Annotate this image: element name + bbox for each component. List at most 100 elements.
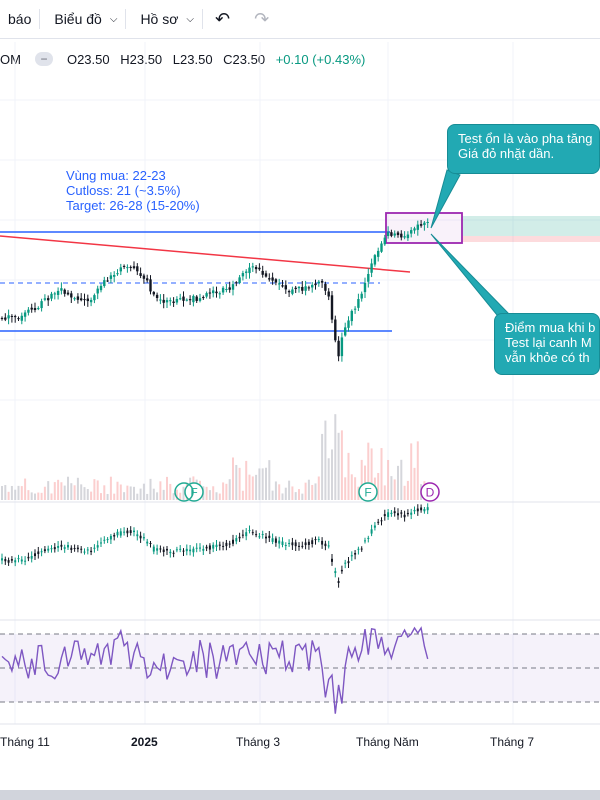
candle-body: [301, 286, 304, 291]
candle-body: [165, 300, 169, 303]
candle-body: [294, 287, 297, 290]
volume-bar: [413, 467, 416, 500]
chart-type-button[interactable]: Biểu đồ ⌵: [40, 0, 125, 38]
undo-icon[interactable]: ↶: [215, 8, 231, 29]
candle-body: [175, 298, 179, 303]
indicator-body: [199, 547, 201, 549]
volume-bar: [90, 491, 93, 500]
volume-bar: [281, 493, 284, 500]
candle-body: [317, 281, 320, 284]
candle-body: [195, 296, 198, 301]
volume-bar: [215, 492, 218, 500]
indicator-body: [109, 535, 112, 540]
alerts-button[interactable]: báo: [0, 0, 39, 38]
event-marker-ring: [174, 482, 194, 502]
volume-bar: [284, 487, 287, 500]
volume-bar: [136, 493, 139, 500]
candle-body: [225, 288, 228, 290]
candle-body: [383, 237, 386, 245]
candle-body: [400, 233, 403, 238]
indicator-body: [100, 542, 102, 544]
candle-body: [149, 279, 152, 292]
candle-body: [73, 298, 76, 300]
downtrend-line: [0, 235, 411, 273]
candle-body: [89, 299, 93, 303]
volume-bar: [17, 485, 20, 500]
indicator-body: [24, 560, 27, 562]
volume-bar: [63, 485, 66, 500]
candle-body: [20, 315, 23, 321]
event-marker-label: D: [426, 486, 435, 500]
volume-bar: [222, 482, 225, 500]
indicator-body: [96, 545, 99, 548]
candle-body: [261, 270, 264, 275]
candle-body: [122, 265, 126, 267]
indicator-body: [116, 531, 119, 536]
candle-body: [258, 267, 261, 270]
indicator-body: [172, 552, 175, 554]
candle-body: [129, 266, 132, 268]
change-value: +0.10 (+0.43%): [275, 51, 366, 67]
trade-plan-annotation[interactable]: Vùng mua: 22-23 Cutloss: 21 (~3.5%) Targ…: [66, 168, 200, 213]
candle-body: [76, 296, 80, 300]
x-tick-label: 2025: [131, 735, 158, 749]
indicator-body: [113, 534, 116, 537]
volume-bar: [106, 493, 109, 500]
indicator-body: [218, 544, 221, 546]
candle-body: [139, 273, 142, 276]
indicator-body: [298, 545, 300, 547]
chevron-down-icon: ⌵: [186, 13, 194, 25]
volume-bar: [403, 485, 406, 500]
volume-bar: [142, 483, 145, 500]
indicator-body: [136, 534, 139, 537]
stop-zone: [462, 236, 600, 242]
indicator-body: [340, 569, 343, 572]
volume-bar: [274, 481, 277, 500]
candle-body: [287, 291, 291, 293]
profile-button[interactable]: Hồ sơ ⌵: [126, 0, 202, 38]
volume-bar: [232, 457, 234, 500]
candle-body: [126, 267, 129, 269]
indicator-body: [205, 546, 208, 549]
volume-bar: [113, 493, 116, 500]
candle-body: [334, 319, 337, 341]
volume-bar: [76, 477, 79, 500]
indicator-body: [235, 538, 238, 542]
redo-icon[interactable]: ↷: [254, 8, 270, 29]
candle-body: [146, 278, 149, 281]
indicator-body: [83, 551, 86, 553]
volume-bar: [265, 467, 267, 500]
callout-bottom[interactable]: Điểm mua khi b Test lại canh M vẫn khỏe …: [494, 313, 600, 375]
candle-body: [40, 301, 43, 309]
volume-bar: [10, 485, 13, 500]
candle-body: [347, 320, 350, 328]
candle-body: [185, 299, 188, 301]
indicator-body: [67, 545, 69, 548]
volume-bar: [317, 476, 320, 500]
candle-body: [380, 243, 383, 252]
indicator-body: [321, 540, 324, 545]
event-marker-f[interactable]: F: [358, 482, 378, 502]
candle-body: [344, 327, 347, 336]
volume-bar: [324, 420, 327, 500]
event-marker-f[interactable]: F: [184, 482, 204, 502]
collapse-legend-icon[interactable]: −: [34, 52, 53, 66]
indicator-body: [195, 547, 198, 549]
candle-body: [66, 292, 70, 295]
candle-body: [70, 293, 73, 298]
volume-bar: [400, 459, 403, 500]
volume-bar: [159, 481, 162, 500]
indicator-body: [337, 581, 340, 584]
event-marker-d[interactable]: D: [420, 482, 440, 502]
indicator-body: [159, 548, 162, 550]
volume-bar: [321, 433, 324, 500]
indicator-body: [314, 539, 317, 541]
candle-body: [43, 298, 47, 300]
volume-bar: [238, 467, 241, 500]
indicator-body: [238, 536, 241, 539]
volume-bar: [304, 482, 307, 500]
volume-bar: [271, 490, 274, 500]
indicator-body: [350, 555, 353, 557]
callout-top[interactable]: Test ổn là vào pha tăng Giá đỏ nhặt dần.: [447, 124, 600, 174]
